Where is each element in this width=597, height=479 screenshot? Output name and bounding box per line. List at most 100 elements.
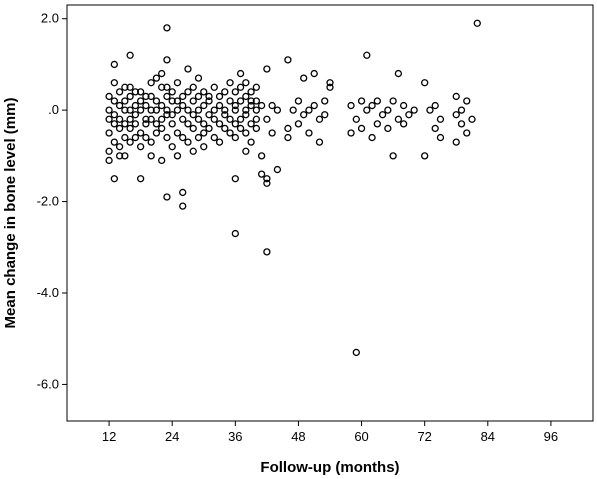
data-point [315,138,324,146]
data-point [300,74,308,82]
data-point [457,106,466,114]
data-point [231,106,239,114]
data-point [131,120,140,128]
data-point [231,175,239,183]
data-point [257,101,266,110]
data-point [194,106,203,114]
data-point [136,106,145,114]
data-point [126,92,134,101]
data-point [431,124,439,133]
data-point [205,92,213,101]
data-point [326,79,334,87]
data-point [215,120,224,128]
data-point [121,152,129,160]
data-point [226,79,234,87]
data-point [147,152,155,160]
data-point [205,124,213,133]
data-point [105,106,113,114]
data-point [426,106,434,114]
data-point [252,115,261,123]
x-tick-label: 36 [228,429,242,444]
data-point [163,92,171,101]
data-point [152,106,161,114]
data-point [110,111,118,119]
x-tick-label: 24 [165,429,179,444]
data-point [268,101,276,110]
data-point [121,97,129,105]
data-point [173,152,182,160]
data-point [147,92,155,101]
data-point [394,69,403,78]
data-point [252,83,261,91]
data-point [163,133,171,142]
data-point [236,124,245,133]
data-points [105,19,481,357]
data-point [463,129,471,137]
data-point [263,179,271,187]
x-axis-title: Follow-up (months) [260,459,399,476]
data-point [357,124,366,133]
data-point [236,115,245,123]
data-point [326,83,334,91]
y-tick-label: 2.0 [41,11,59,26]
data-point [436,115,445,123]
data-point [463,97,471,105]
data-point [378,111,387,119]
data-point [163,193,171,201]
data-point [357,97,366,105]
data-point [231,101,239,110]
data-point [163,106,171,114]
data-point [236,97,245,105]
data-point [158,69,166,78]
data-point [158,115,166,123]
data-point [142,92,150,101]
data-point [215,138,224,146]
y-tick-label: -2.0 [37,194,59,209]
data-point [273,106,282,114]
data-point [105,115,113,123]
x-tick-label: 72 [417,429,431,444]
data-point [289,106,297,114]
data-point [142,115,150,123]
data-point [131,133,140,142]
data-point [205,97,213,105]
data-point [368,133,376,142]
data-point [200,88,208,96]
data-point [126,115,134,123]
data-point [384,106,392,114]
data-point [200,143,208,151]
data-point [252,124,261,133]
data-point [136,97,145,105]
data-point [210,133,218,142]
data-point [363,51,371,59]
data-point [163,83,171,91]
data-point [194,115,203,123]
data-point [189,83,197,91]
data-point [305,129,313,137]
y-axis: 2.0 .0 -2.0 -4.0 -6.0 [37,11,67,391]
data-point [257,152,266,160]
data-point [321,97,329,105]
data-point [457,120,466,128]
data-point [231,88,239,96]
data-point [205,111,213,119]
data-point [405,111,413,119]
data-point [110,60,118,69]
data-point [136,88,145,96]
data-point [179,115,187,123]
data-point [373,97,381,105]
x-tick-label: 48 [291,429,305,444]
data-point [389,152,397,160]
data-point [152,129,161,137]
data-point [168,143,176,151]
data-point [158,124,166,133]
data-point [115,88,124,96]
data-point [421,79,429,87]
data-point [168,111,176,119]
data-point [121,133,129,142]
data-point [194,133,203,142]
data-point [142,101,150,110]
data-point [352,115,360,123]
data-point [131,111,140,119]
data-point [147,138,155,146]
